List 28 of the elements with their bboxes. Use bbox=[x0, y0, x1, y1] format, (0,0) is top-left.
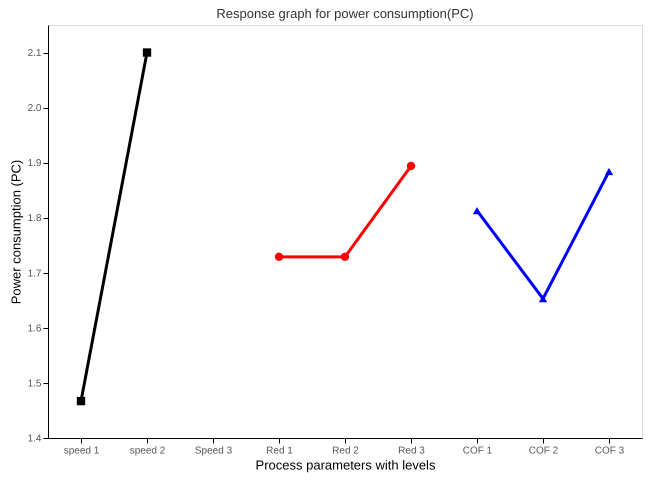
y-tick-label: 2.0 bbox=[28, 103, 42, 114]
x-tick-label: COF 1 bbox=[462, 446, 493, 456]
chart-title: Response graph for power consumption(PC) bbox=[216, 6, 474, 21]
x-tick-label: Speed 3 bbox=[194, 446, 233, 456]
y-axis-title: Power consumption (PC) bbox=[8, 160, 24, 304]
y-tick-label: 1.8 bbox=[28, 213, 42, 224]
x-tick-label: Red 1 bbox=[266, 446, 294, 456]
y-tick-label: 1.4 bbox=[28, 434, 42, 444]
x-tick-label: speed 1 bbox=[64, 446, 100, 456]
x-tick-label: COF 3 bbox=[594, 446, 625, 456]
point bbox=[538, 295, 548, 302]
point bbox=[340, 252, 350, 262]
x-tick-label: Red 3 bbox=[398, 446, 426, 456]
y-tick-label: 1.7 bbox=[28, 268, 42, 280]
y-tick-label: 1.6 bbox=[28, 323, 42, 334]
x-axis-title: Process parameters with levels bbox=[256, 458, 436, 472]
point bbox=[76, 396, 86, 406]
x-tick-label: speed 2 bbox=[130, 446, 166, 456]
point bbox=[142, 48, 152, 57]
y-tick-label: 2.1 bbox=[28, 48, 42, 60]
point bbox=[472, 206, 482, 214]
y-tick-label: 1.9 bbox=[28, 158, 42, 170]
y-tick-label: 1.5 bbox=[28, 378, 42, 390]
point bbox=[274, 252, 284, 262]
x-tick-label: COF 2 bbox=[528, 446, 559, 456]
x-tick-label: Red 2 bbox=[332, 446, 360, 456]
point bbox=[406, 162, 416, 170]
point bbox=[604, 168, 614, 176]
